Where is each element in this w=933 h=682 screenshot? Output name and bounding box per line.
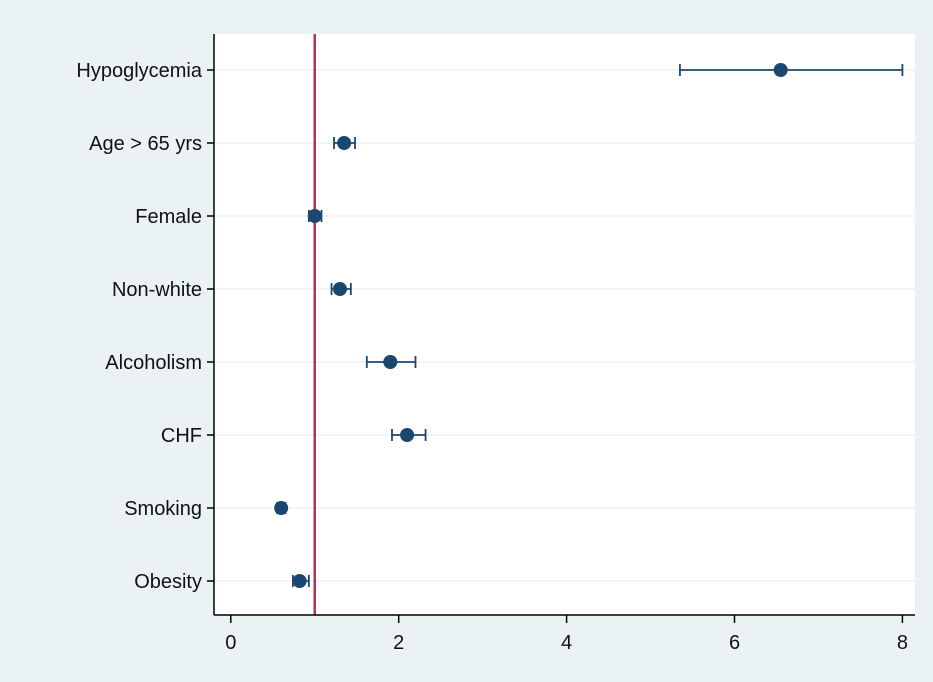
x-tick-label: 6 <box>729 632 740 654</box>
y-axis-ticks: Hypoglycemia Age > 65 yrs Female Non-white A… <box>76 60 214 593</box>
point-estimate-marker <box>332 282 347 296</box>
y-tick-label: Hypoglycemia <box>76 60 202 82</box>
plot-area <box>214 34 915 615</box>
y-tick-label: Age > 65 yrs <box>89 133 202 155</box>
y-tick-label: Alcoholism <box>105 352 202 374</box>
point-estimate-marker <box>292 574 307 588</box>
data-points-layer <box>274 63 904 588</box>
y-tick-label: Smoking <box>124 498 202 520</box>
y-tick-label: CHF <box>161 425 202 447</box>
y-tick-label: Non-white <box>112 279 202 301</box>
point-estimate-marker <box>274 501 289 515</box>
point-estimate-marker <box>773 63 788 77</box>
point-estimate-marker <box>337 136 352 150</box>
x-tick-label: 0 <box>225 632 236 654</box>
x-tick-label: 4 <box>561 632 572 654</box>
x-tick-label: 8 <box>897 632 908 654</box>
point-estimate-marker <box>307 209 322 223</box>
x-axis-ticks: 0 2 4 6 8 <box>225 615 908 654</box>
x-tick-label: 2 <box>393 632 404 654</box>
y-tick-label: Obesity <box>134 571 202 593</box>
point-estimate-marker <box>400 428 415 442</box>
y-tick-label: Female <box>135 206 202 228</box>
point-estimate-marker <box>383 355 398 369</box>
